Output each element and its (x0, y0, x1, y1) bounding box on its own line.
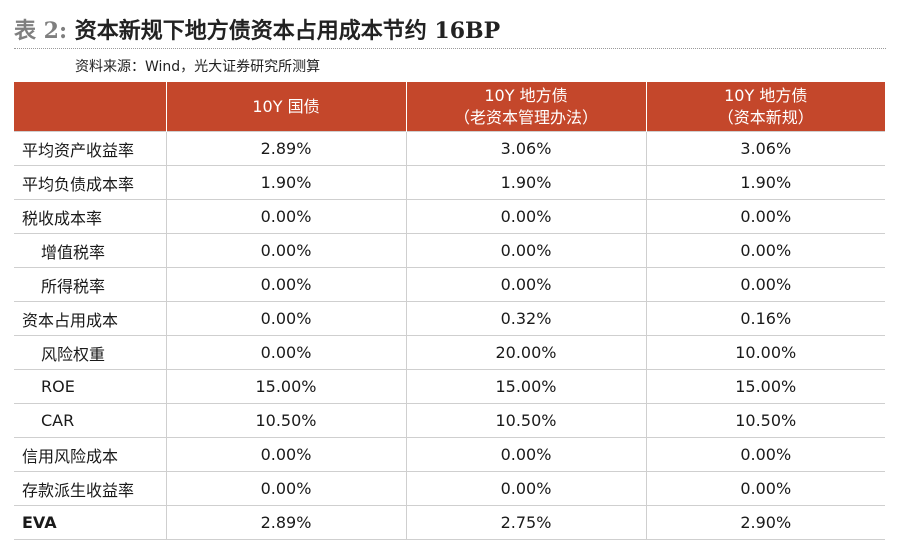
table-row: 风险权重 0.00% 20.00% 10.00% (14, 335, 885, 370)
header-line-2: （资本新规） (717, 107, 814, 127)
row-label: 所得税率 (14, 267, 166, 302)
value-cell-col-1: 2.89% (165, 131, 406, 166)
header-line-2: （老资本管理办法） (453, 107, 598, 127)
value-cell-col-1: 0.00% (165, 335, 406, 370)
value-cell-col-3: 10.50% (645, 403, 885, 438)
table-title-text: 资本新规下地方债资本占用成本节约 16BP (74, 18, 501, 44)
row-label: 税收成本率 (14, 199, 166, 234)
table-row: 税收成本率 0.00% 0.00% 0.00% (14, 199, 885, 234)
header-line-1: 10Y 国债 (252, 96, 320, 116)
value-cell-col-1: 0.00% (165, 267, 406, 302)
row-label: 信用风险成本 (14, 437, 166, 472)
value-cell-col-2: 3.06% (405, 131, 646, 166)
value-cell-col-1: 0.00% (165, 301, 406, 336)
row-label: 风险权重 (14, 335, 166, 370)
value-cell-col-3: 0.00% (645, 471, 885, 506)
header-line-1: 10Y 地方债 (724, 85, 808, 105)
value-cell-col-2: 0.00% (405, 267, 646, 302)
value-cell-col-3: 0.00% (645, 437, 885, 472)
value-cell-col-3: 3.06% (645, 131, 885, 166)
row-label: EVA (14, 505, 166, 540)
header-line-1: 10Y 地方债 (484, 85, 568, 105)
value-cell-col-3: 2.90% (645, 505, 885, 540)
value-cell-col-2: 0.00% (405, 233, 646, 268)
row-label: CAR (14, 403, 166, 438)
table-row: 存款派生收益率 0.00% 0.00% 0.00% (14, 471, 885, 506)
value-cell-col-3: 15.00% (645, 369, 885, 404)
row-label: 平均资产收益率 (14, 131, 166, 166)
value-cell-col-2: 15.00% (405, 369, 646, 404)
source-note: 资料来源：Wind，光大证券研究所测算 (75, 59, 321, 75)
table-header-row: 10Y 国债 10Y 地方债 （老资本管理办法） 10Y 地方债 （资本新规） (14, 82, 885, 132)
data-table: 10Y 国债 10Y 地方债 （老资本管理办法） 10Y 地方债 （资本新规） … (14, 82, 885, 540)
value-cell-col-1: 10.50% (165, 403, 406, 438)
value-cell-col-3: 10.00% (645, 335, 885, 370)
row-label: 平均负债成本率 (14, 165, 166, 200)
value-cell-col-1: 1.90% (165, 165, 406, 200)
header-cell-row-label (14, 82, 166, 132)
table-row: EVA 2.89% 2.75% 2.90% (14, 505, 885, 540)
table-row: 平均资产收益率 2.89% 3.06% 3.06% (14, 131, 885, 166)
value-cell-col-1: 15.00% (165, 369, 406, 404)
value-cell-col-1: 0.00% (165, 233, 406, 268)
value-cell-col-2: 0.00% (405, 471, 646, 506)
table-row: 所得税率 0.00% 0.00% 0.00% (14, 267, 885, 302)
table-row: 平均负债成本率 1.90% 1.90% 1.90% (14, 165, 885, 200)
value-cell-col-3: 0.16% (645, 301, 885, 336)
value-cell-col-3: 0.00% (645, 233, 885, 268)
row-label: 存款派生收益率 (14, 471, 166, 506)
value-cell-col-3: 0.00% (645, 199, 885, 234)
value-cell-col-2: 20.00% (405, 335, 646, 370)
table-body: 平均资产收益率 2.89% 3.06% 3.06% 平均负债成本率 1.90% 1.90% 1… (14, 131, 885, 540)
header-cell-col-2: 10Y 地方债 （老资本管理办法） (405, 82, 646, 132)
value-cell-col-3: 0.00% (645, 267, 885, 302)
value-cell-col-1: 0.00% (165, 437, 406, 472)
value-cell-col-2: 1.90% (405, 165, 646, 200)
row-label: 资本占用成本 (14, 301, 166, 336)
value-cell-col-2: 10.50% (405, 403, 646, 438)
header-cell-col-1: 10Y 国债 (165, 82, 406, 132)
table-row: ROE 15.00% 15.00% 15.00% (14, 369, 885, 404)
value-cell-col-2: 0.32% (405, 301, 646, 336)
value-cell-col-2: 0.00% (405, 199, 646, 234)
row-label: 增值税率 (14, 233, 166, 268)
row-label: ROE (14, 369, 166, 404)
table-row: 信用风险成本 0.00% 0.00% 0.00% (14, 437, 885, 472)
table-row: CAR 10.50% 10.50% 10.50% (14, 403, 885, 438)
table-title: 表 2: 资本新规下地方债资本占用成本节约 16BP (14, 14, 500, 48)
table-row: 增值税率 0.00% 0.00% 0.00% (14, 233, 885, 268)
value-cell-col-1: 0.00% (165, 471, 406, 506)
title-divider (14, 48, 886, 49)
value-cell-col-1: 0.00% (165, 199, 406, 234)
value-cell-col-3: 1.90% (645, 165, 885, 200)
value-cell-col-2: 0.00% (405, 437, 646, 472)
header-cell-col-3: 10Y 地方债 （资本新规） (645, 82, 885, 132)
value-cell-col-1: 2.89% (165, 505, 406, 540)
table-row: 资本占用成本 0.00% 0.32% 0.16% (14, 301, 885, 336)
value-cell-col-2: 2.75% (405, 505, 646, 540)
table-number-label: 表 2: (14, 18, 68, 44)
